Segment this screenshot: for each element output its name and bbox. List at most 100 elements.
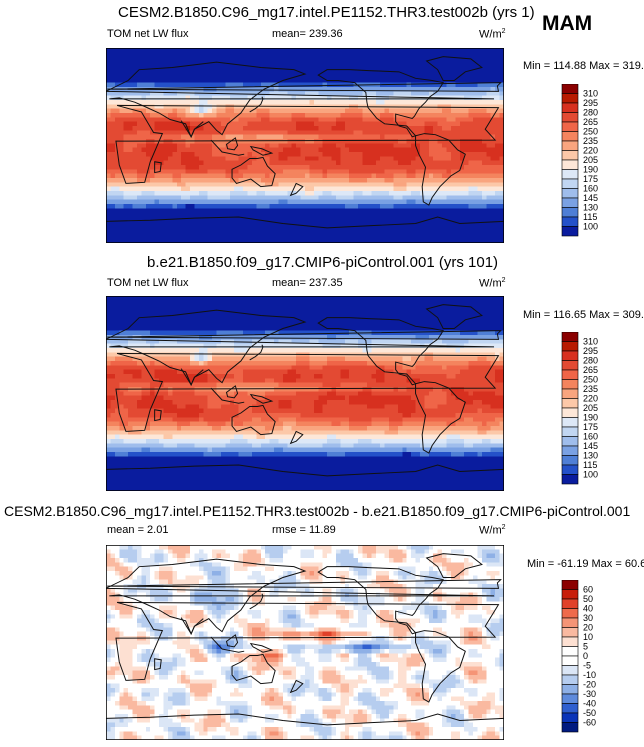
panel-3-colorbar-box [561,712,579,723]
panel-2-colorbar-label: 250 [583,375,598,385]
panel-1-variable-label: TOM net LW flux [107,28,189,40]
panel-2-title: b.e21.B1850.f09_g17.CMIP6-piControl.001 … [147,254,499,271]
panel-1-colorbar-box [561,178,579,189]
panel-1-colorbar-label: 175 [583,174,598,184]
panel-3-colorbar-label: -20 [583,680,596,690]
panel-3-units: W/m2 [479,524,506,537]
panel-3-colorbar-label: -50 [583,708,596,718]
panel-2-colorbar-label: 235 [583,384,598,394]
panel-3-colorbar-box [561,617,579,628]
panel-1-colorbar-box [561,84,579,94]
panel-3-minmax: Min = -61.19 Max = 60.65 [527,558,644,570]
panel-3-title: CESM2.B1850.C96_mg17.intel.PE1152.THR3.t… [4,503,631,519]
panel-1-colorbar-box [561,121,579,132]
panel-2-colorbar-label: 280 [583,356,598,366]
panel-1-colorbar-box [561,207,579,218]
panel-3-colorbar-label: -10 [583,670,596,680]
panel-2-colorbar-label: 265 [583,365,598,375]
panel-3-colorbar-box [561,580,579,590]
panel-3-colorbar-label: -30 [583,689,596,699]
panel-3-colorbar-box [561,636,579,647]
panel-3-colorbar-box [561,703,579,714]
panel-3-colorbar-label: -5 [583,661,591,671]
panel-2-colorbar-box [561,426,579,437]
panel-1-colorbar-label: 115 [583,212,597,222]
panel-2-colorbar-box [561,332,579,342]
panel-2-colorbar-box [561,379,579,390]
panel-3-colorbar-label: 50 [583,594,593,604]
panel-2-colorbar-label: 175 [583,422,598,432]
panel-3-colorbar-box [561,608,579,619]
panel-1-colorbar-label: 280 [583,108,598,118]
panel-1-colorbar-label: 205 [583,155,598,165]
panel-2-colorbar-label: 205 [583,403,598,413]
panel-2-colorbar-box [561,388,579,399]
panel-2-colorbar-label: 190 [583,413,598,423]
panel-3-colorbar-box [561,589,579,600]
panel-1-colorbar-box [561,169,579,180]
panel-3-colorbar-label: 40 [583,604,593,614]
panel-3-colorbar-box [561,646,579,657]
panel-1-colorbar-label: 265 [583,117,598,127]
panel-1-title: CESM2.B1850.C96_mg17.intel.PE1152.THR3.t… [118,4,535,21]
panel-3-rmse-label: rmse = 11.89 [272,524,336,536]
panel-2-colorbar-box [561,341,579,352]
panel-1-colorbar-label: 220 [583,146,598,156]
panel-2-colorbar-box [561,474,579,485]
panel-1-colorbar-label: 100 [583,222,598,232]
panel-2-colorbar-box [561,407,579,418]
panel-2-colorbar-box [561,398,579,409]
panel-2-colorbar-label: 295 [583,346,598,356]
panel-3-colorbar-box [561,655,579,666]
panel-1-colorbar-label: 250 [583,127,598,137]
panel-1-colorbar-box [561,93,579,104]
panel-2-colorbar-label: 130 [583,451,598,461]
panel-2-colorbar-box [561,417,579,428]
panel-3-colorbar-label: 20 [583,623,593,633]
panel-2-units: W/m2 [479,277,506,290]
panel-3-colorbar-box [561,684,579,695]
panel-2-colorbar-box [561,455,579,466]
panel-2-colorbar-box [561,436,579,447]
panel-2-colorbar-box [561,350,579,361]
panel-1-colorbar-label: 145 [583,193,598,203]
panel-2-colorbar-box [561,445,579,456]
panel-2-variable-label: TOM net LW flux [107,277,189,289]
panel-3-mean-label: mean = 2.01 [107,524,169,536]
panel-1-colorbar-box [561,131,579,142]
panel-1-colorbar-box [561,140,579,151]
panel-2-colorbar-label: 145 [583,441,598,451]
panel-1-colorbar-label: 190 [583,165,598,175]
panel-1-colorbar-box [561,226,579,237]
panel-2-colorbar-label: 310 [583,337,598,347]
panel-2-colorbar-label: 220 [583,394,598,404]
panel-1-colorbar-box [561,216,579,227]
panel-2-colorbar-box [561,369,579,380]
panel-3-colorbar-box [561,598,579,609]
panel-1-colorbar-box [561,197,579,208]
panel-1-colorbar-label: 310 [583,89,598,99]
panel-2-colorbar: 3102952802652502352202051901751601451301… [561,332,598,485]
panel-2-colorbar-label: 115 [583,460,597,470]
panel-1-map [106,48,504,243]
panel-1-mean-label: mean= 239.36 [272,28,343,40]
panel-1-colorbar-box [561,112,579,123]
panel-2-colorbar-label: 160 [583,432,598,442]
panel-2-mean-label: mean= 237.35 [272,277,343,289]
panel-3-colorbar-label: 30 [583,613,593,623]
panel-3-colorbar-box [561,627,579,638]
panel-1-colorbar-label: 130 [583,203,598,213]
panel-1-colorbar-box [561,188,579,199]
panel-3-colorbar-label: -60 [583,718,596,728]
panel-2-colorbar-box [561,360,579,371]
panel-3-colorbar-label: 5 [583,642,588,652]
panel-1-colorbar-box [561,102,579,113]
panel-1-minmax: Min = 114.88 Max = 319.06 [523,60,644,72]
panel-3-colorbar-label: -40 [583,699,596,709]
panel-3-colorbar-box [561,674,579,685]
panel-1-colorbar-label: 160 [583,184,598,194]
panel-1-colorbar-box [561,150,579,161]
panel-1-colorbar: 3102952802652502352202051901751601451301… [561,84,598,237]
panel-2-map [106,296,504,491]
